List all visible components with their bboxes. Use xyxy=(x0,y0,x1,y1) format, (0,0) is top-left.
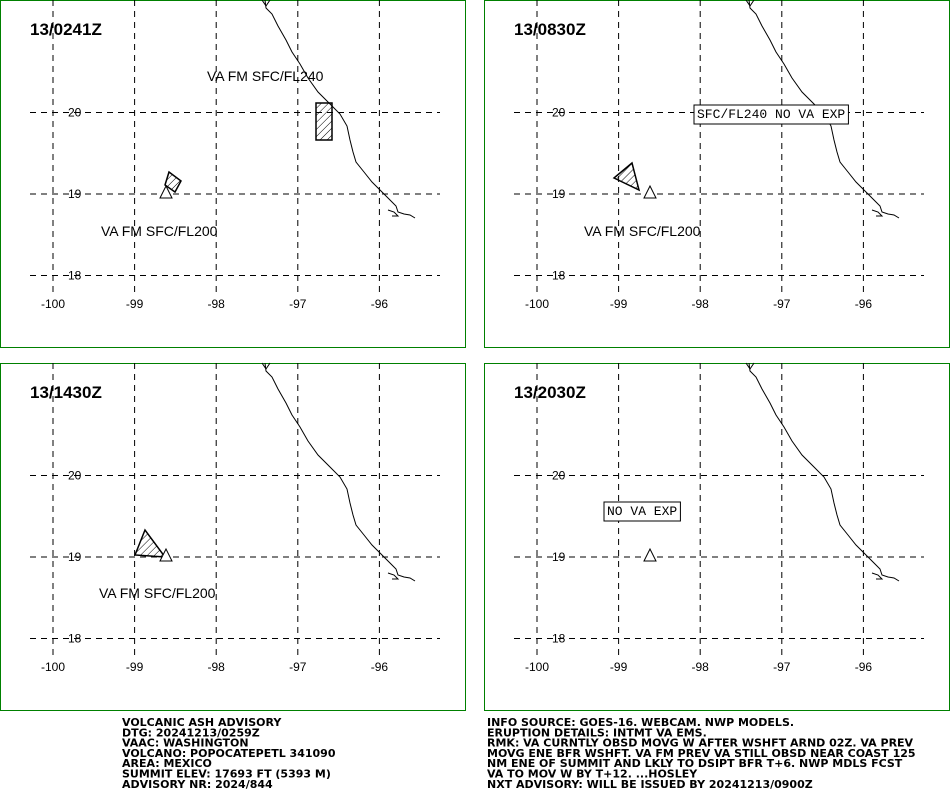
lon-tick-label: -97 xyxy=(773,297,791,311)
advisory-line: SUMMIT ELEV: 17693 FT (5393 M) xyxy=(122,768,331,781)
panel-border xyxy=(0,0,466,348)
panel-border xyxy=(0,363,466,711)
ash-label: VA FM SFC/FL240 xyxy=(207,68,324,84)
ash-label: VA FM SFC/FL200 xyxy=(101,223,218,239)
advisory-line: DTG: 20241213/0259Z xyxy=(122,726,260,739)
lat-tick-label: 18 xyxy=(68,269,82,283)
advisory-line: VOLCANIC ASH ADVISORY xyxy=(122,716,282,729)
lon-tick-label: -99 xyxy=(126,297,144,311)
label-box xyxy=(693,104,849,125)
panel-border xyxy=(484,363,950,711)
lat-tick-label: 20 xyxy=(552,469,566,483)
map-panel: -100 -99 -98 -97 -96 20 19 18 13/1430Z VA FM SFC/… xyxy=(0,363,875,711)
valid-time: 13/2030Z xyxy=(514,383,586,402)
lon-tick-label: -100 xyxy=(525,660,549,674)
ash-area xyxy=(612,161,641,192)
lon-tick-label: -96 xyxy=(371,660,389,674)
lat-tick-label: 18 xyxy=(552,269,566,283)
advisory-line: MOVG ENE BFR WSHFT. VA FM PREV VA STILL … xyxy=(487,747,916,760)
advisory-line: VAAC: WASHINGTON xyxy=(122,737,249,750)
lon-tick-label: -99 xyxy=(126,660,144,674)
map-panel: -100 -99 -98 -97 -96 20 19 18 13/0830Z SFC/FL240 … xyxy=(484,0,950,348)
ash-area xyxy=(315,102,333,141)
lon-tick-label: -100 xyxy=(525,297,549,311)
lon-tick-label: -96 xyxy=(855,660,873,674)
advisory-line: INFO SOURCE: GOES-16. WEBCAM. NWP MODELS… xyxy=(487,716,794,729)
lat-tick-label: 19 xyxy=(68,187,82,201)
advisory-line: ERUPTION DETAILS: INTMT VA EMS. xyxy=(487,726,707,739)
label-box xyxy=(603,501,681,522)
ash-label: VA FM SFC/FL200 xyxy=(584,223,701,239)
valid-time: 13/0241Z xyxy=(30,20,102,39)
lat-tick-label: 19 xyxy=(68,550,82,564)
lon-tick-label: -98 xyxy=(692,297,710,311)
lon-tick-label: -100 xyxy=(41,297,65,311)
advisory-line: VOLCANO: POPOCATEPETL 341090 xyxy=(122,747,336,760)
lon-tick-label: -98 xyxy=(692,660,710,674)
valid-time: 13/0830Z xyxy=(514,20,586,39)
lat-tick-label: 18 xyxy=(68,632,82,646)
valid-time: 13/1430Z xyxy=(30,383,102,402)
lon-tick-label: -98 xyxy=(208,297,226,311)
lon-tick-label: -97 xyxy=(289,297,307,311)
advisory-line: ADVISORY NR: 2024/844 xyxy=(122,778,273,791)
ash-label: SFC/FL240 NO VA EXP xyxy=(697,107,845,122)
lon-tick-label: -96 xyxy=(371,297,389,311)
map-panel: -100 -99 -98 -97 -96 20 19 18 13/0241Z VA FM SFC/… xyxy=(0,0,875,348)
lon-tick-label: -97 xyxy=(773,660,791,674)
coastline xyxy=(746,363,950,581)
ash-area xyxy=(164,170,182,194)
advisory-line: NXT ADVISORY: WILL BE ISSUED BY 20241213… xyxy=(487,778,813,791)
lon-tick-label: -99 xyxy=(610,297,628,311)
advisory-line: NM ENE OF SUMMIT AND LKLY TO DSIPT BFR T… xyxy=(487,757,903,770)
lat-tick-label: 20 xyxy=(552,106,566,120)
ash-area xyxy=(133,528,167,558)
advisory-line: VA TO MOV W BY T+12. ...HOSLEY xyxy=(487,768,698,781)
lon-tick-label: -97 xyxy=(289,660,307,674)
volcano-symbol xyxy=(643,547,657,562)
lat-tick-label: 20 xyxy=(68,106,82,120)
lat-tick-label: 19 xyxy=(552,550,566,564)
volcano-symbol xyxy=(159,547,173,562)
panel-border xyxy=(484,0,950,348)
lat-tick-label: 18 xyxy=(552,632,566,646)
advisory-line: RMK: VA CURNTLY OBSD MOVG W AFTER WSHFT … xyxy=(487,737,914,750)
ash-label: VA FM SFC/FL200 xyxy=(99,585,216,601)
lat-tick-label: 20 xyxy=(68,469,82,483)
lon-tick-label: -96 xyxy=(855,297,873,311)
ash-label: NO VA EXP xyxy=(607,504,677,519)
lon-tick-label: -98 xyxy=(208,660,226,674)
volcano-symbol xyxy=(159,184,173,199)
lat-tick-label: 19 xyxy=(552,187,566,201)
lon-tick-label: -99 xyxy=(610,660,628,674)
volcano-symbol xyxy=(643,184,657,199)
lon-tick-label: -100 xyxy=(41,660,65,674)
advisory-line: AREA: MEXICO xyxy=(122,757,212,770)
map-panel: -100 -99 -98 -97 -96 20 19 18 13/2030Z NO VA EXP xyxy=(484,363,950,711)
